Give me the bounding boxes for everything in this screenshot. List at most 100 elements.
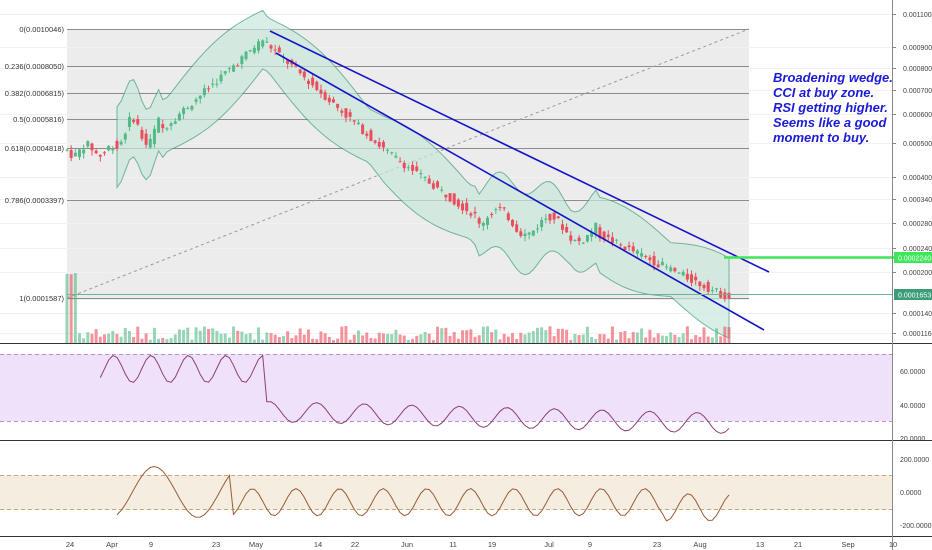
candle-body: [182, 108, 186, 115]
candle-body: [531, 230, 535, 236]
volume-bar: [86, 332, 90, 343]
candle-body: [115, 140, 119, 149]
candle-body: [344, 108, 348, 118]
volume-bar: [198, 330, 202, 343]
candle-body: [65, 149, 69, 151]
time-axis[interactable]: 24 Apr 9 23 May 14 22 Jun 11 19 Jul 9 23 Aug 13 21 Sep 10: [66, 540, 897, 549]
volume-bar: [232, 326, 236, 343]
volume-bar: [202, 326, 206, 343]
candle-body: [352, 120, 356, 122]
candle-body: [548, 213, 552, 221]
candle-body: [82, 149, 86, 154]
candle-body: [123, 133, 127, 140]
candle-body: [544, 218, 548, 220]
candle-body: [298, 69, 302, 74]
volume-bar: [515, 339, 519, 343]
candle-body: [431, 183, 435, 189]
candle-body: [173, 121, 177, 124]
candle-body: [456, 199, 460, 207]
candles: [65, 37, 731, 302]
candle-body: [323, 92, 327, 100]
time-tick-label: Jun: [401, 540, 413, 549]
rsi-tick-label: 20.0000: [900, 436, 925, 443]
candle-body: [577, 237, 581, 242]
candle-body: [494, 209, 498, 211]
volume-bar: [394, 329, 398, 343]
time-tick-label: 13: [756, 540, 764, 549]
time-tick-label: 9: [149, 540, 153, 549]
candle-body: [336, 103, 340, 108]
cci-pane: 200.0000 0.0000 -200.0000: [0, 457, 932, 530]
candle-body: [635, 250, 639, 254]
volume-bar: [652, 337, 656, 343]
volume-bar: [685, 326, 689, 343]
candle-body: [136, 119, 140, 125]
volume-bar: [594, 339, 598, 343]
volume-bar: [631, 332, 635, 343]
candle-body: [190, 106, 194, 110]
candle-body: [177, 113, 181, 121]
volume-bar: [406, 339, 410, 343]
volume-bar: [556, 328, 560, 343]
candle-body: [98, 154, 102, 157]
volume-bar: [615, 339, 619, 343]
upper-trend-line: [269, 30, 770, 273]
volume-bar: [648, 329, 652, 343]
volume-bar: [219, 333, 223, 343]
target-price-label: 0.0002240: [898, 256, 931, 263]
volume-bar: [402, 335, 406, 343]
volume-bar: [306, 329, 310, 343]
volume-bar: [252, 339, 256, 343]
volume-bar: [211, 328, 215, 343]
candle-body: [269, 45, 273, 49]
candle-body: [444, 194, 448, 198]
volume-bar: [527, 332, 531, 343]
time-tick-label: Apr: [106, 540, 118, 549]
volume-bar: [369, 337, 373, 343]
volume-bar: [510, 333, 514, 343]
volume-bar: [336, 338, 340, 343]
rsi-tick-label: 40.0000: [900, 403, 925, 410]
volume-bar: [473, 336, 477, 343]
candle-body: [111, 148, 115, 151]
time-tick-label: 11: [449, 540, 457, 549]
candle-body: [640, 253, 644, 257]
candle-body: [461, 203, 465, 211]
volume-bar: [486, 326, 490, 343]
candle-body: [440, 189, 444, 191]
volume-bar: [673, 334, 677, 343]
volume-bar: [698, 336, 702, 343]
volume-bar: [456, 338, 460, 343]
volume-bar: [719, 336, 723, 343]
volume-bar: [585, 326, 589, 343]
time-tick-label: 21: [794, 540, 802, 549]
time-tick-label: 22: [351, 540, 359, 549]
candle-body: [311, 77, 315, 86]
volume-bar: [190, 339, 194, 343]
volume-bar: [98, 336, 102, 343]
volume-bar: [606, 338, 610, 343]
candle-body: [248, 50, 252, 52]
candle-body: [515, 224, 519, 232]
volume-bar: [677, 337, 681, 343]
volume-bar: [77, 333, 81, 343]
volume-bar: [248, 333, 252, 343]
volume-bar: [277, 337, 281, 343]
candle-body: [411, 164, 415, 171]
candle-body: [244, 51, 248, 60]
candle-body: [631, 246, 635, 252]
volume-bar: [452, 332, 456, 343]
volume-bar: [182, 329, 186, 343]
candle-body: [165, 128, 169, 130]
candle-body: [623, 246, 627, 251]
candle-body: [294, 64, 298, 67]
candle-body: [186, 108, 190, 110]
candle-body: [94, 150, 98, 154]
